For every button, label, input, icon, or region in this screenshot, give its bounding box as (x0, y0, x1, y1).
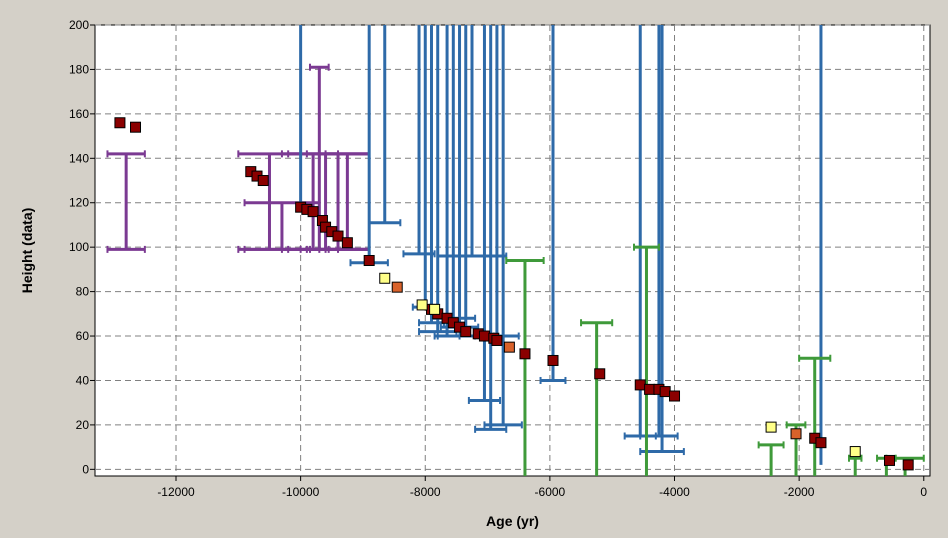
y-tick-label: 160 (69, 107, 89, 121)
x-axis-title: Age (yr) (486, 513, 539, 529)
y-tick-label: 80 (76, 285, 90, 299)
range-bar (402, 25, 436, 258)
range-bar (483, 25, 523, 429)
x-tick-label: -8000 (410, 485, 441, 499)
data-point (114, 117, 126, 129)
y-tick-label: 0 (82, 462, 89, 476)
data-point (478, 330, 490, 342)
y-tick-label: 100 (69, 240, 89, 254)
y-tick-label: 180 (69, 62, 89, 76)
x-axis: -12000 -10000 -8000 -6000 -4000 -2000 0 (157, 476, 927, 499)
data-point (634, 379, 646, 391)
data-point (429, 303, 441, 315)
data-point (659, 386, 671, 398)
range-bar (847, 454, 863, 476)
y-tick-label: 120 (69, 196, 89, 210)
x-tick-label: 0 (920, 485, 927, 499)
data-point (341, 237, 353, 249)
range-bar (368, 25, 402, 227)
y-tick-label: 40 (76, 373, 90, 387)
x-tick-label: -6000 (535, 485, 566, 499)
data-points (114, 117, 914, 471)
x-tick-label: -2000 (784, 485, 815, 499)
data-point (379, 272, 391, 284)
y-tick-label: 20 (76, 418, 90, 432)
range-bar (798, 354, 832, 476)
data-point (491, 334, 503, 346)
data-point (257, 175, 269, 187)
range-bar (418, 25, 458, 336)
y-axis-title: Height (data) (19, 208, 35, 294)
range-bar (633, 243, 660, 476)
range-bar (505, 256, 545, 476)
y-axis: 0 20 40 60 80 100 120 140 160 180 200 (69, 18, 95, 476)
y-tick-label: 140 (69, 151, 89, 165)
data-point (765, 421, 777, 433)
data-point (332, 230, 344, 242)
data-point (594, 368, 606, 380)
range-bar (324, 150, 371, 253)
range-bar (474, 25, 508, 433)
x-tick-label: -4000 (659, 485, 690, 499)
data-point (849, 446, 861, 458)
data-point (363, 254, 375, 266)
range-bar (639, 25, 679, 440)
range-bar (106, 150, 146, 253)
data-point (669, 390, 681, 402)
data-point (883, 454, 895, 466)
plot-area (94, 24, 931, 477)
data-point (902, 459, 914, 471)
data-point (391, 281, 403, 293)
range-bar (580, 319, 614, 476)
data-point (519, 348, 531, 360)
data-point (503, 341, 515, 353)
x-tick-label: -12000 (157, 485, 195, 499)
data-point (460, 326, 472, 338)
range-bars (106, 25, 925, 476)
data-point (644, 383, 656, 395)
data-point (815, 437, 827, 449)
data-point (130, 121, 142, 133)
data-point (547, 354, 559, 366)
range-bar (539, 25, 567, 384)
range-bar (757, 441, 785, 476)
y-tick-label: 200 (69, 18, 89, 32)
data-point (790, 428, 802, 440)
y-tick-label: 60 (76, 329, 90, 343)
data-point (307, 206, 319, 218)
data-point (416, 299, 428, 311)
x-tick-label: -10000 (282, 485, 320, 499)
